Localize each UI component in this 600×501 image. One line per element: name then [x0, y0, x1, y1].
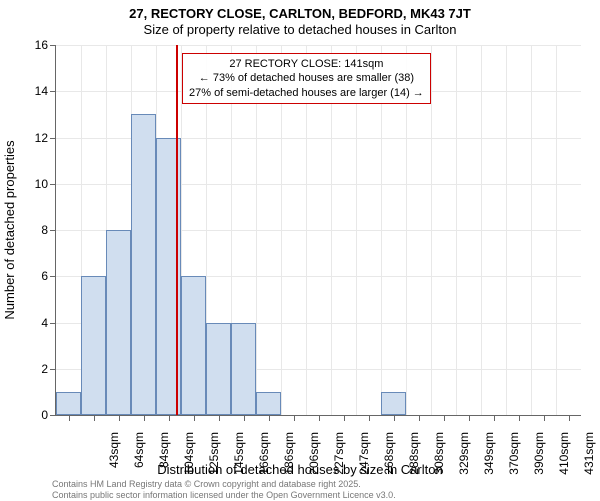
annotation-line-1: 27 RECTORY CLOSE: 141sqm: [189, 57, 424, 71]
y-tick: [50, 276, 56, 277]
x-tick: [469, 415, 470, 421]
x-tick: [394, 415, 395, 421]
chart-container: 27, RECTORY CLOSE, CARLTON, BEDFORD, MK4…: [0, 0, 600, 500]
x-tick: [444, 415, 445, 421]
y-tick-label: 14: [18, 84, 48, 98]
y-tick-label: 8: [18, 223, 48, 237]
histogram-bar: [181, 276, 206, 415]
x-tick: [69, 415, 70, 421]
chart-title-main: 27, RECTORY CLOSE, CARLTON, BEDFORD, MK4…: [0, 6, 600, 21]
x-tick: [419, 415, 420, 421]
x-tick: [219, 415, 220, 421]
reference-line: [176, 45, 178, 415]
x-tick: [569, 415, 570, 421]
x-tick: [369, 415, 370, 421]
footer-line-2: Contains public sector information licen…: [52, 490, 396, 501]
y-tick-label: 12: [18, 131, 48, 145]
grid-line-h: [56, 45, 581, 46]
grid-line-v: [456, 45, 457, 415]
y-axis-label: Number of detached properties: [2, 140, 17, 319]
plot-area: 27 RECTORY CLOSE: 141sqm← 73% of detache…: [55, 45, 581, 416]
x-tick: [319, 415, 320, 421]
annotation-line-3: 27% of semi-detached houses are larger (…: [189, 86, 424, 100]
grid-line-v: [506, 45, 507, 415]
y-tick-label: 6: [18, 269, 48, 283]
x-tick: [94, 415, 95, 421]
histogram-bar: [56, 392, 81, 415]
x-axis-label: Distribution of detached houses by size …: [0, 462, 600, 477]
x-tick: [294, 415, 295, 421]
x-tick: [544, 415, 545, 421]
y-tick: [50, 323, 56, 324]
histogram-bar: [231, 323, 256, 416]
x-tick: [494, 415, 495, 421]
histogram-bar: [81, 276, 106, 415]
y-tick: [50, 45, 56, 46]
grid-line-v: [556, 45, 557, 415]
x-tick: [119, 415, 120, 421]
annotation-box: 27 RECTORY CLOSE: 141sqm← 73% of detache…: [182, 53, 431, 104]
y-tick: [50, 138, 56, 139]
histogram-bar: [106, 230, 131, 415]
x-tick: [344, 415, 345, 421]
histogram-bar: [381, 392, 406, 415]
chart-title-sub: Size of property relative to detached ho…: [0, 22, 600, 37]
y-tick: [50, 415, 56, 416]
grid-line-v: [481, 45, 482, 415]
y-tick-label: 2: [18, 362, 48, 376]
grid-line-v: [531, 45, 532, 415]
y-tick: [50, 230, 56, 231]
y-tick-label: 10: [18, 177, 48, 191]
y-tick: [50, 369, 56, 370]
footer-attribution: Contains HM Land Registry data © Crown c…: [52, 479, 396, 501]
x-tick: [144, 415, 145, 421]
footer-line-1: Contains HM Land Registry data © Crown c…: [52, 479, 396, 490]
grid-line-v: [431, 45, 432, 415]
x-tick: [194, 415, 195, 421]
x-tick: [244, 415, 245, 421]
y-tick: [50, 184, 56, 185]
x-tick: [269, 415, 270, 421]
x-tick: [169, 415, 170, 421]
y-tick: [50, 91, 56, 92]
annotation-line-2: ← 73% of detached houses are smaller (38…: [189, 71, 424, 85]
y-tick-label: 0: [18, 408, 48, 422]
histogram-bar: [206, 323, 231, 416]
y-tick-label: 16: [18, 38, 48, 52]
histogram-bar: [131, 114, 156, 415]
x-tick: [519, 415, 520, 421]
histogram-bar: [256, 392, 281, 415]
y-tick-label: 4: [18, 316, 48, 330]
